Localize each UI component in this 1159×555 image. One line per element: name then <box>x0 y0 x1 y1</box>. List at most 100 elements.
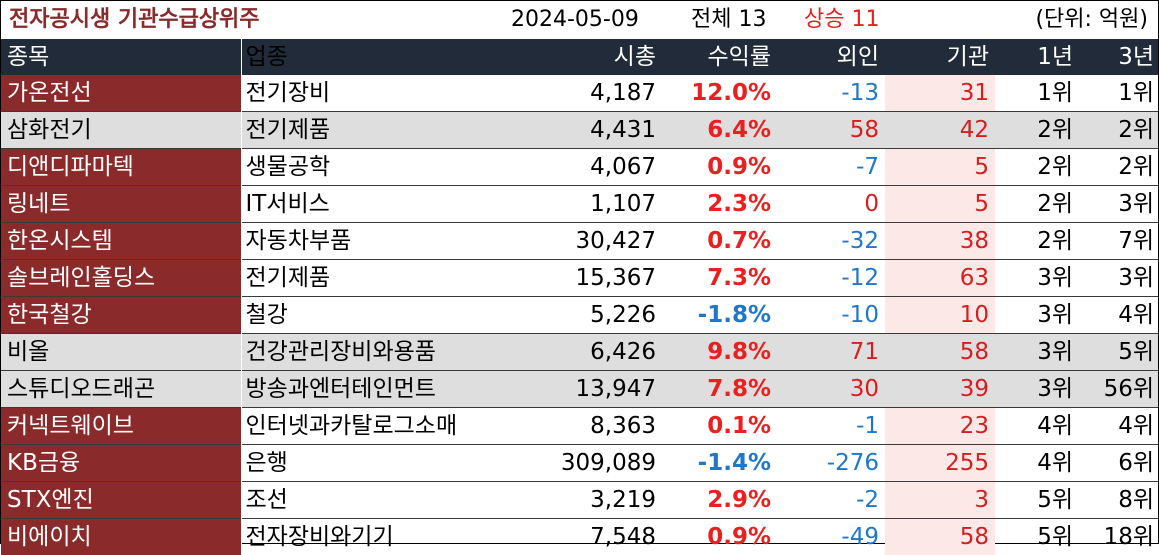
return-cell: 7.8% <box>662 371 777 408</box>
rank-1y-cell: 4위 <box>995 408 1077 445</box>
rank-3y-cell: 3위 <box>1077 186 1158 223</box>
return-cell: -1.4% <box>662 445 777 482</box>
market-cap-cell: 4,067 <box>497 149 662 186</box>
institution-net-cell: 42 <box>885 112 995 149</box>
sector-cell: 건강관리장비와용품 <box>241 334 497 371</box>
col-header-foreign[interactable]: 외인 <box>777 39 885 75</box>
stock-name-cell[interactable]: 삼화전기 <box>1 112 241 149</box>
foreign-net-cell: -10 <box>777 297 885 334</box>
stock-name-cell[interactable]: STX엔진 <box>1 482 241 519</box>
institution-net-cell: 23 <box>885 408 995 445</box>
foreign-net-cell: 58 <box>777 112 885 149</box>
market-cap-cell: 3,219 <box>497 482 662 519</box>
col-header-3y[interactable]: 3년 <box>1077 39 1158 75</box>
sector-cell: 생물공학 <box>241 149 497 186</box>
col-header-sector[interactable]: 업종 <box>241 39 497 75</box>
sector-cell: 조선 <box>241 482 497 519</box>
sector-cell: 전자장비와기기 <box>241 519 497 555</box>
foreign-net-cell: -2 <box>777 482 885 519</box>
sector-cell: 자동차부품 <box>241 223 497 260</box>
rising-count: 상승 11 <box>804 5 879 35</box>
institution-net-cell: 58 <box>885 334 995 371</box>
return-cell: 0.9% <box>662 519 777 555</box>
rank-3y-cell: 3위 <box>1077 260 1158 297</box>
return-cell: 2.9% <box>662 482 777 519</box>
market-cap-cell: 8,363 <box>497 408 662 445</box>
rank-3y-cell: 18위 <box>1077 519 1158 555</box>
rank-3y-cell: 8위 <box>1077 482 1158 519</box>
return-cell: -1.8% <box>662 297 777 334</box>
rank-1y-cell: 4위 <box>995 445 1077 482</box>
rank-3y-cell: 4위 <box>1077 297 1158 334</box>
institution-net-cell: 31 <box>885 75 995 112</box>
rank-1y-cell: 3위 <box>995 334 1077 371</box>
rank-1y-cell: 3위 <box>995 297 1077 334</box>
stock-name-cell[interactable]: 가온전선 <box>1 75 241 112</box>
stock-name-cell[interactable]: 솔브레인홀딩스 <box>1 260 241 297</box>
institution-net-cell: 39 <box>885 371 995 408</box>
rank-3y-cell: 5위 <box>1077 334 1158 371</box>
sector-cell: 전기제품 <box>241 112 497 149</box>
stock-name-cell[interactable]: 스튜디오드래곤 <box>1 371 241 408</box>
table-header-row: 종목 업종 시총 수익률 외인 기관 1년 3년 <box>1 39 1158 75</box>
institution-net-cell: 10 <box>885 297 995 334</box>
col-header-return[interactable]: 수익률 <box>662 39 777 75</box>
foreign-net-cell: 30 <box>777 371 885 408</box>
market-cap-cell: 309,089 <box>497 445 662 482</box>
foreign-net-cell: -276 <box>777 445 885 482</box>
return-cell: 0.9% <box>662 149 777 186</box>
col-header-name[interactable]: 종목 <box>1 39 241 75</box>
rank-3y-cell: 56위 <box>1077 371 1158 408</box>
stock-name-cell[interactable]: 한국철강 <box>1 297 241 334</box>
col-header-1y[interactable]: 1년 <box>995 39 1077 75</box>
title-bar: 전자공시생 기관수급상위주 2024-05-09 전체 13 상승 11 (단위… <box>1 1 1158 39</box>
stock-name-cell[interactable]: 커넥트웨이브 <box>1 408 241 445</box>
stock-name-cell[interactable]: 비올 <box>1 334 241 371</box>
market-cap-cell: 5,226 <box>497 297 662 334</box>
rank-3y-cell: 6위 <box>1077 445 1158 482</box>
market-cap-cell: 4,431 <box>497 112 662 149</box>
rank-1y-cell: 1위 <box>995 75 1077 112</box>
foreign-net-cell: -12 <box>777 260 885 297</box>
rank-3y-cell: 1위 <box>1077 75 1158 112</box>
stock-name-cell[interactable]: 디앤디파마텍 <box>1 149 241 186</box>
sector-cell: IT서비스 <box>241 186 497 223</box>
institution-net-cell: 63 <box>885 260 995 297</box>
return-cell: 12.0% <box>662 75 777 112</box>
stock-name-cell[interactable]: 비에이치 <box>1 519 241 555</box>
market-cap-cell: 15,367 <box>497 260 662 297</box>
institution-net-cell: 58 <box>885 519 995 555</box>
market-cap-cell: 30,427 <box>497 223 662 260</box>
institution-net-cell: 5 <box>885 149 995 186</box>
page-title: 전자공시생 기관수급상위주 <box>9 5 260 35</box>
col-header-inst[interactable]: 기관 <box>885 39 995 75</box>
rank-1y-cell: 2위 <box>995 186 1077 223</box>
col-header-cap[interactable]: 시총 <box>497 39 662 75</box>
return-cell: 0.1% <box>662 408 777 445</box>
stock-name-cell[interactable]: KB금융 <box>1 445 241 482</box>
stock-name-cell[interactable]: 한온시스템 <box>1 223 241 260</box>
return-cell: 9.8% <box>662 334 777 371</box>
total-count: 전체 13 <box>691 5 766 35</box>
foreign-net-cell: -49 <box>777 519 885 555</box>
stock-name-cell[interactable]: 링네트 <box>1 186 241 223</box>
market-cap-cell: 13,947 <box>497 371 662 408</box>
rank-3y-cell: 7위 <box>1077 223 1158 260</box>
return-cell: 6.4% <box>662 112 777 149</box>
foreign-net-cell: -7 <box>777 149 885 186</box>
rank-1y-cell: 5위 <box>995 482 1077 519</box>
